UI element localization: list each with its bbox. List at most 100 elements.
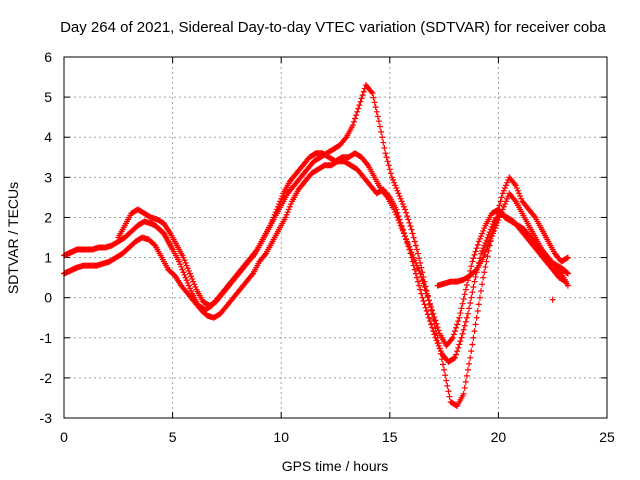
data-point [430,316,437,323]
data-point [185,267,192,274]
data-point [481,269,488,276]
data-point [503,198,510,205]
data-point [426,318,433,325]
data-point [350,118,357,125]
data-point [470,255,477,262]
y-tick-label: 4 [44,129,52,145]
data-point [564,282,571,289]
data-point [432,325,439,332]
data-point [434,334,441,341]
data-point [446,393,453,400]
data-point [385,193,392,200]
data-point [383,154,390,161]
data-point [426,302,433,309]
data-point [451,354,458,361]
x-tick-label: 0 [60,429,68,445]
data-point [474,241,481,248]
data-point [467,354,474,361]
data-point [437,350,444,357]
data-point [469,289,476,296]
data-point [428,321,435,328]
data-point [186,285,193,292]
data-point [495,217,502,224]
data-point [501,201,508,208]
data-point [428,306,435,313]
data-point [420,273,427,280]
y-tick-label: 1 [44,250,52,266]
data-point [456,314,463,321]
series-2 [115,82,571,409]
data-point [453,324,460,331]
data-point [514,187,521,194]
data-point [564,269,571,276]
data-point [279,193,286,200]
data-point [451,328,458,335]
data-point [391,179,398,186]
data-point [387,170,394,177]
data-point [499,206,506,213]
data-point [442,372,449,379]
data-point [394,187,401,194]
data-point [497,198,504,205]
data-point [531,213,538,220]
data-point [393,206,400,213]
data-point [498,194,505,201]
data-point [488,233,495,240]
data-point [462,286,469,293]
data-point [466,360,473,367]
data-point [412,242,419,249]
data-points [61,82,571,409]
data-point [464,366,471,373]
data-point [368,88,375,95]
data-point [467,300,474,307]
data-point [421,278,428,285]
data-point [409,230,416,237]
series-4 [549,296,556,303]
data-point [353,112,360,119]
data-point [182,259,189,266]
data-point [423,287,430,294]
data-point [352,115,359,122]
data-point [466,305,473,312]
data-point [423,308,430,315]
data-point [464,310,471,317]
data-point [471,278,478,285]
plot-frame [63,56,608,419]
data-point [472,321,479,328]
data-point [454,321,461,328]
data-point [484,243,491,250]
data-point [394,209,401,216]
data-point [478,233,485,240]
data-point [412,270,419,277]
data-point [459,300,466,307]
data-point [400,229,407,236]
data-point [251,251,258,258]
data-point [188,273,195,280]
data-point [436,345,443,352]
data-point [440,361,447,368]
x-tick-label: 15 [382,429,398,445]
data-point [416,267,423,274]
data-point [463,281,470,288]
data-point [492,225,499,232]
data-point [493,222,500,229]
data-point [484,234,491,241]
data-point [388,174,395,181]
data-point [408,254,415,261]
data-point [188,287,195,294]
data-point [497,211,504,218]
x-tick-label: 20 [491,429,507,445]
data-point [395,213,402,220]
data-point [286,203,293,210]
data-point [283,211,290,218]
data-point [415,265,422,272]
data-point [480,227,487,234]
data-point [261,251,268,258]
data-point [373,108,380,115]
data-point [443,377,450,384]
series-1 [61,158,569,365]
data-point [500,187,507,194]
data-point [564,270,571,277]
data-point [416,255,423,262]
data-point [564,254,571,261]
